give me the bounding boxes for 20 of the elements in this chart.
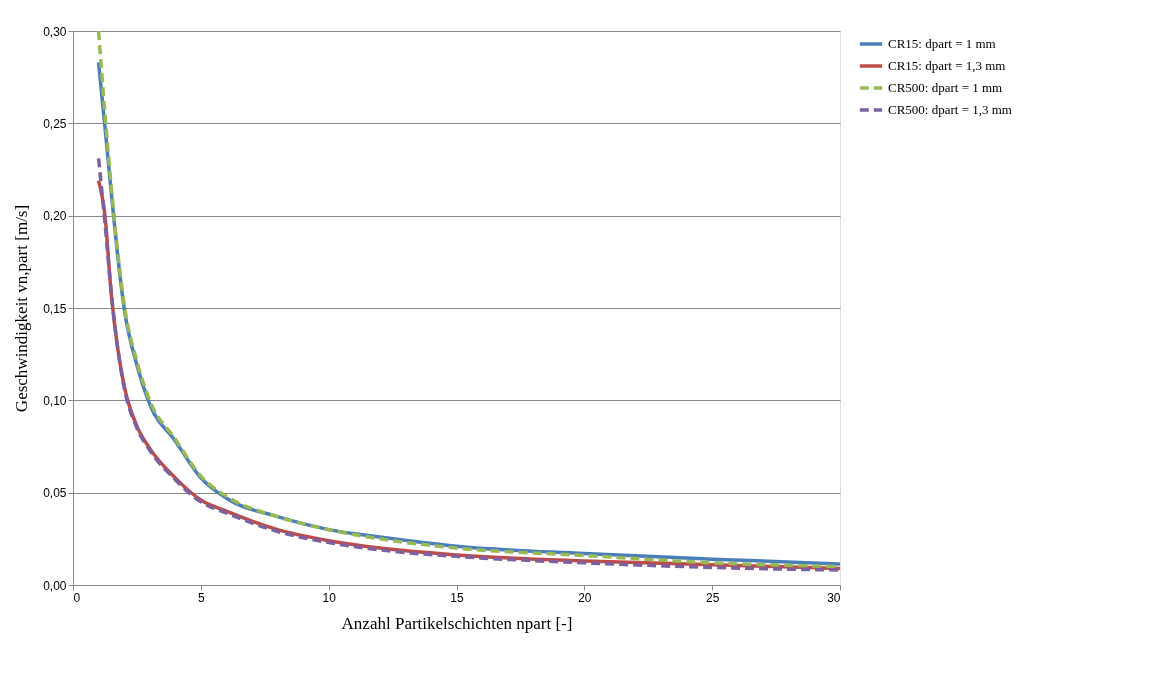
x-tick-label: 0 bbox=[73, 590, 81, 605]
x-tick-label: 15 bbox=[450, 590, 464, 605]
x-tick-label: 10 bbox=[322, 590, 337, 605]
legend-label: CR15: dpart = 1 mm bbox=[888, 36, 996, 51]
x-axis-title: Anzahl Partikelschichten npart [-] bbox=[341, 613, 573, 633]
y-tick-label: 0,00 bbox=[43, 578, 67, 593]
y-tick-label: 0,10 bbox=[43, 393, 67, 408]
y-tick-label: 0,05 bbox=[43, 486, 67, 501]
x-tick-label: 5 bbox=[197, 590, 205, 605]
legend-label: CR15: dpart = 1,3 mm bbox=[888, 58, 1006, 73]
x-tick-label: 25 bbox=[705, 590, 720, 605]
legend-label: CR500: dpart = 1,3 mm bbox=[888, 102, 1012, 117]
y-tick-label: 0,25 bbox=[43, 116, 67, 131]
legend-label: CR500: dpart = 1 mm bbox=[888, 80, 1003, 95]
y-tick-label: 0,30 bbox=[43, 24, 67, 39]
y-tick-label: 0,20 bbox=[43, 209, 67, 224]
x-tick-label: 30 bbox=[827, 590, 841, 605]
y-axis-title: Geschwindigkeit vn,part [m/s] bbox=[12, 204, 32, 413]
x-tick-label: 20 bbox=[578, 590, 592, 605]
y-tick-label: 0,15 bbox=[43, 301, 67, 316]
